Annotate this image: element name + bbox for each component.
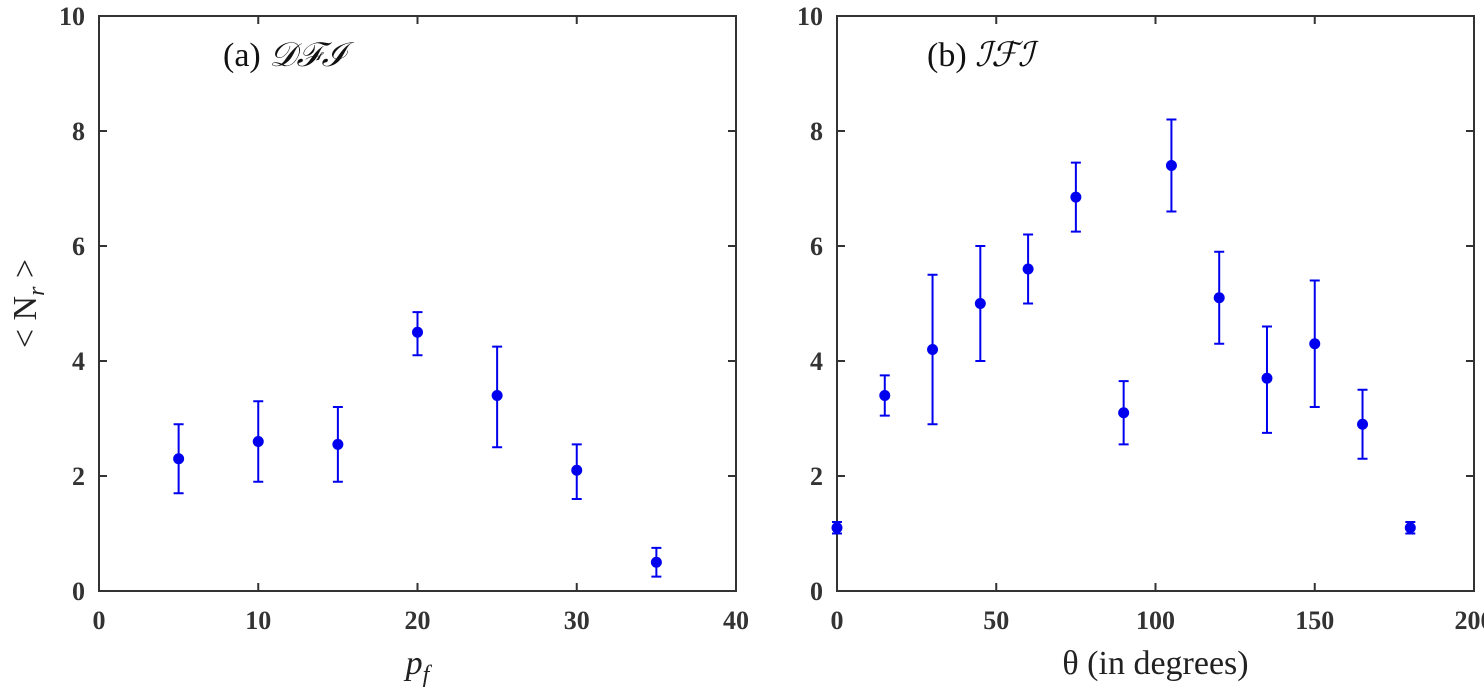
annotation-prefix: (b) [927,37,975,74]
data-point [879,374,891,417]
y-tick-label: 6 [810,232,823,261]
data-point [1309,279,1321,408]
x-axis-label: pf [404,645,433,688]
annotation-prefix: (a) [223,37,269,74]
y-tick-label: 10 [797,2,823,31]
x-axis-label-subscript: f [423,662,433,688]
marker [252,436,264,447]
data-point [173,423,185,495]
chart-panel-a: 0 10 20 30 40 0 2 4 6 8 10 (a) 𝒟ℱℐ pf < Nr > [7,2,749,688]
marker [879,390,891,401]
marker [831,522,843,534]
data-point [332,406,344,483]
data-point [1022,233,1034,305]
marker [1213,292,1225,304]
marker [173,453,185,465]
chart-panel-b: 0 50 100 150 200 0 2 4 6 8 10 (b) ℐℱℐ θ (in degrees) [797,2,1484,682]
x-axis-label-main: p [404,645,423,682]
y-axis-label-suffix: > [7,259,44,287]
data-point [1404,521,1416,535]
data-point [491,345,503,449]
y-tick-label: 4 [72,347,85,376]
data-point [974,245,986,362]
annotation-script: 𝒟ℱℐ [269,37,354,74]
x-tick-label: 200 [1455,606,1484,635]
y-tick-label: 2 [810,462,823,491]
data-point [1357,388,1369,460]
x-tick-label: 10 [245,606,271,635]
marker [491,390,503,401]
data-point [1213,250,1225,345]
data-point [831,521,843,535]
x-tick-label: 50 [983,606,1009,635]
annotation-script: ℐℱℐ [975,37,1039,74]
y-tick-label: 10 [59,2,85,31]
marker [332,438,344,450]
panel-annotation: (b) ℐℱℐ [927,37,1039,74]
x-tick-label: 100 [1136,606,1175,635]
marker [571,464,583,476]
marker [974,298,986,309]
data-point [412,311,423,357]
y-tick-label: 4 [810,347,823,376]
marker [1309,338,1321,350]
marker [1022,263,1034,275]
x-tick-label: 0 [93,606,106,635]
data-point [1261,325,1273,434]
marker [650,556,662,568]
data-point [571,443,583,500]
x-tick-label: 20 [405,606,431,635]
x-tick-label: 0 [831,606,844,635]
marker [1261,372,1273,384]
data-point [1165,118,1177,213]
marker [1357,418,1369,430]
panel-annotation: (a) 𝒟ℱℐ [223,37,354,74]
data-point [927,273,939,426]
data-point [1118,380,1130,446]
x-tick-label: 40 [723,606,749,635]
y-tick-label: 8 [810,117,823,146]
y-tick-label: 2 [72,462,85,491]
y-axis-label: < Nr > [7,259,50,348]
y-tick-label: 0 [72,577,85,606]
y-tick-label: 8 [72,117,85,146]
y-axis-label-main: < N [7,296,44,348]
marker [927,344,939,355]
y-tick-label: 6 [72,232,85,261]
y-tick-label: 0 [810,577,823,606]
x-axis-label: θ (in degrees) [1062,645,1248,682]
x-axis-label-main: θ (in degrees) [1062,645,1248,682]
marker [1118,407,1130,419]
plot-frame [98,15,737,592]
marker [412,326,423,338]
y-axis-label-subscript: r [24,286,50,296]
data-point [252,400,264,483]
x-tick-label: 30 [564,606,590,635]
data-point [650,546,662,578]
marker [1070,191,1082,203]
data-point [1070,161,1082,233]
marker [1404,522,1416,534]
x-tick-label: 150 [1295,606,1334,635]
marker [1165,160,1177,171]
